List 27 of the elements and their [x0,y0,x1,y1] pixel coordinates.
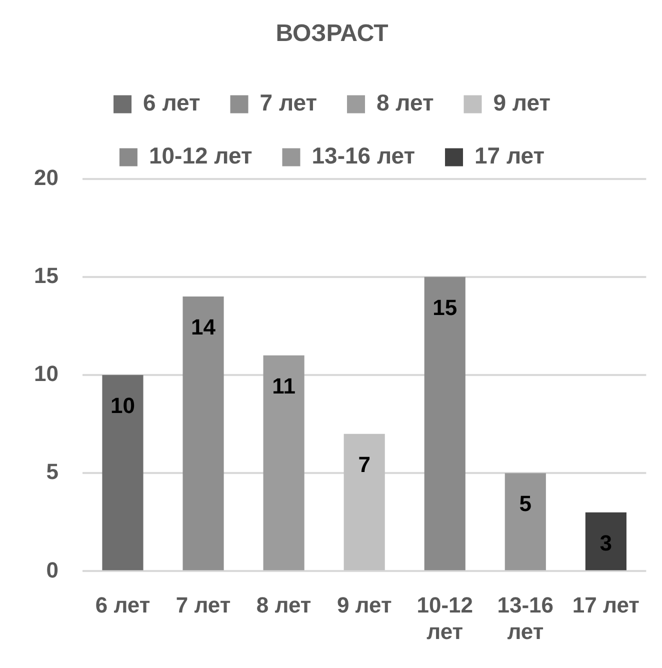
data-label: 10 [110,393,135,418]
x-tick-label: 10-12 лет [416,592,474,644]
data-label: 5 [519,491,532,516]
data-label: 11 [272,373,296,398]
data-label: 7 [358,452,370,477]
x-tick-label: 17 лет [572,592,640,618]
y-tick-label: 5 [46,459,58,484]
legend-label: 9 лет [493,90,550,116]
y-tick-label: 0 [46,557,58,582]
x-tick-label: 13-16 лет [497,592,554,644]
y-tick-label: 20 [34,164,58,190]
legend-label: 6 лет [143,90,200,116]
data-label: 3 [600,530,612,556]
legend-label: 7 лет [260,90,318,116]
data-label: 15 [432,294,458,320]
legend-label: 13-16 лет [312,142,416,169]
y-tick-label: 10 [34,361,58,386]
legend-label: 10-12 лет [148,142,252,169]
x-tick-label: 6 лет [95,592,150,618]
legend-label: 17 лет [474,142,545,169]
x-tick-label: 7 лет [176,592,231,618]
chart-title: ВОЗРАСТ [276,20,389,48]
x-tick-label: 9 лет [336,592,392,618]
data-label: 14 [191,314,216,340]
x-tick-label: 8 лет [256,592,312,618]
y-tick-label: 15 [34,262,58,288]
legend-label: 8 лет [376,90,434,116]
